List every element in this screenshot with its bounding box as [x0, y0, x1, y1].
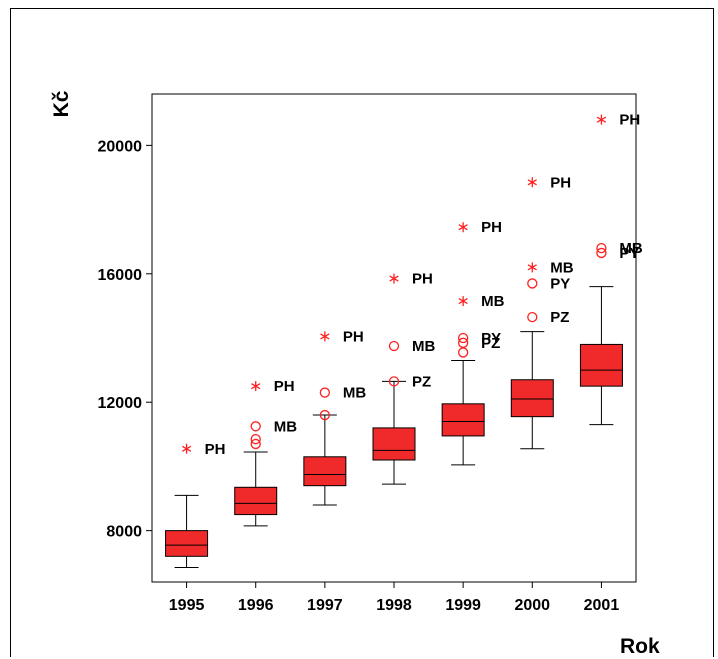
- x-tick-label: 1999: [445, 597, 481, 614]
- figure-frame: [10, 8, 714, 657]
- y-tick-label: 8000: [106, 524, 142, 541]
- outlier-label: PZ: [412, 373, 431, 390]
- extreme-outlier-star: [596, 114, 607, 125]
- x-tick-label: 1996: [238, 597, 274, 614]
- outlier-label: PH: [205, 441, 226, 458]
- box-1995: [165, 530, 209, 557]
- extreme-outlier-star: [527, 262, 537, 273]
- x-tick-label: 1998: [376, 597, 412, 614]
- outlier-label: MB: [550, 259, 573, 276]
- outlier-circle: [319, 409, 331, 421]
- outlier-circle: [388, 340, 400, 352]
- x-axis-title: Rok: [620, 635, 660, 658]
- y-tick-label: 12000: [98, 395, 143, 412]
- outlier-circle: [596, 247, 607, 259]
- x-tick-label: 1995: [169, 597, 205, 614]
- outlier-label: MB: [481, 293, 504, 310]
- outlier-circle: [457, 347, 469, 358]
- extreme-outlier-star: [181, 443, 192, 454]
- outlier-circle: [527, 311, 538, 323]
- outlier-circle: [457, 332, 469, 344]
- outlier-label: PY: [619, 245, 639, 262]
- box-1999: [441, 403, 485, 437]
- y-tick-label: 16000: [98, 267, 143, 284]
- outlier-label: MB: [619, 240, 642, 257]
- extreme-outlier-star: [320, 331, 330, 342]
- extreme-outlier-star: [251, 381, 261, 392]
- outlier-label: MB: [274, 418, 297, 435]
- outlier-label: PH: [343, 328, 364, 345]
- box-1996: [234, 486, 278, 516]
- outlier-label: PY: [550, 275, 570, 292]
- extreme-outlier-star: [389, 273, 399, 284]
- extreme-outlier-star: [458, 296, 468, 307]
- y-tick-label: 20000: [98, 138, 143, 155]
- outlier-circle: [388, 376, 400, 387]
- outlier-label: PH: [619, 112, 640, 129]
- outlier-label: PH: [274, 378, 295, 395]
- outlier-label: MB: [412, 338, 435, 355]
- outlier-label: PH: [550, 174, 571, 191]
- outlier-label: PH: [412, 271, 433, 288]
- outlier-circle: [319, 387, 331, 398]
- x-tick-label: 1997: [307, 597, 343, 614]
- box-1997: [303, 456, 347, 487]
- x-tick-label: 2000: [514, 597, 550, 614]
- box-1998: [372, 427, 416, 461]
- outlier-label: PZ: [550, 309, 569, 326]
- outlier-label: PY: [481, 330, 501, 347]
- outlier-circle: [250, 438, 261, 450]
- outlier-circle: [250, 421, 261, 432]
- extreme-outlier-star: [458, 222, 468, 233]
- y-axis-title: Kč: [50, 90, 73, 117]
- outlier-label: PH: [481, 219, 502, 236]
- x-tick-label: 2001: [584, 597, 620, 614]
- outlier-circle: [250, 433, 261, 445]
- box-2000: [510, 379, 554, 418]
- outlier-label: PZ: [481, 335, 500, 352]
- outlier-label: MB: [343, 385, 366, 402]
- plot-area: [151, 93, 637, 583]
- outlier-circle: [527, 278, 538, 289]
- outlier-circle: [596, 242, 607, 254]
- extreme-outlier-star: [527, 177, 537, 188]
- box-2001: [579, 343, 623, 387]
